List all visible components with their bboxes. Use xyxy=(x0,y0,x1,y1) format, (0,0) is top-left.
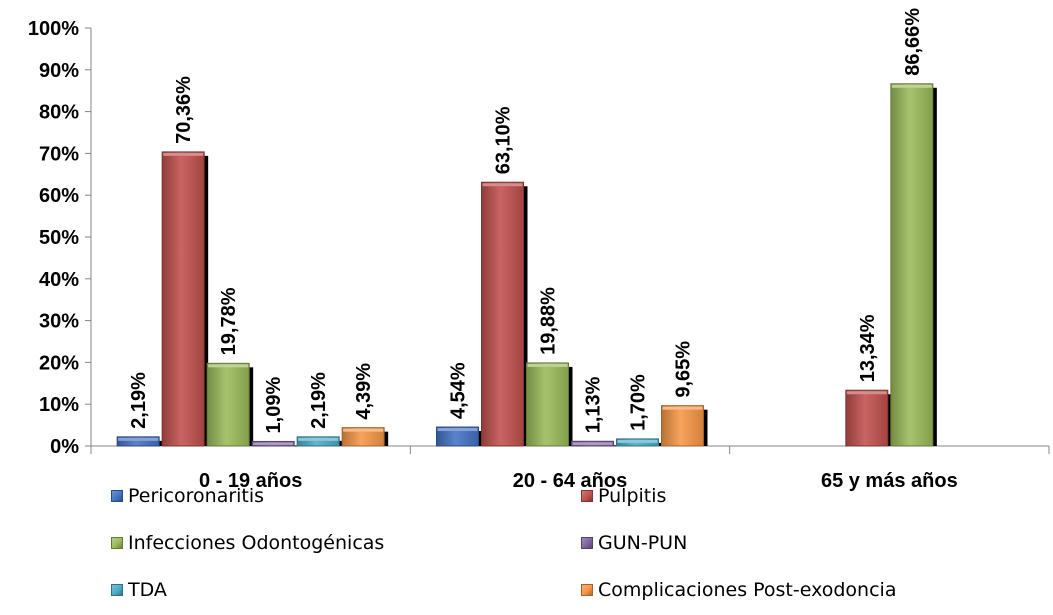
chart-data-labels: 2,19% 70,36% 19,78% 1,09% 2,19% 4,39% 4,54% 63,… xyxy=(128,8,924,434)
y-tick-label: 40% xyxy=(39,269,79,291)
data-label: 9,65% xyxy=(673,341,695,398)
bar-bevel xyxy=(298,437,339,441)
x-category-label: 65 y más años xyxy=(821,470,958,492)
bar xyxy=(206,362,250,447)
y-tick-label: 70% xyxy=(39,143,79,165)
bar-bevel xyxy=(208,364,249,368)
bar-bevel xyxy=(527,363,568,367)
bar-bevel xyxy=(482,183,523,187)
bar-bevel xyxy=(118,437,159,441)
bar xyxy=(481,181,524,447)
bar xyxy=(526,362,569,447)
chart-axes: 0% 10% 20% 30% 40% 50% 60% 70% 80% 90% 100% 0 - 19 … xyxy=(28,18,1050,492)
y-tick-label: 100% xyxy=(28,18,79,40)
bar xyxy=(845,389,889,447)
x-category-label: 20 - 64 años xyxy=(513,470,628,492)
data-label: 2,19% xyxy=(128,372,150,429)
data-label: 1,09% xyxy=(263,377,285,434)
data-label: 86,66% xyxy=(902,8,924,76)
y-tick-label: 0% xyxy=(50,436,79,458)
bar xyxy=(296,436,340,447)
bar-bevel xyxy=(343,428,384,432)
bar xyxy=(341,427,385,447)
data-label: 1,13% xyxy=(583,376,605,433)
x-category-label: 0 - 19 años xyxy=(199,470,302,492)
bar-bevel xyxy=(891,84,932,88)
bar xyxy=(161,151,205,447)
y-tick-label: 80% xyxy=(39,102,79,124)
data-label: 19,78% xyxy=(218,287,240,355)
data-label: 4,39% xyxy=(353,363,375,420)
data-label: 63,10% xyxy=(493,106,515,174)
bar xyxy=(436,426,479,447)
bar xyxy=(116,436,160,447)
data-label: 13,34% xyxy=(857,314,879,382)
bar-bevel xyxy=(846,391,887,395)
data-label: 70,36% xyxy=(173,76,195,144)
y-tick-label: 20% xyxy=(39,352,79,374)
y-tick-label: 60% xyxy=(39,185,79,207)
data-label: 19,88% xyxy=(538,287,560,355)
bar-bevel xyxy=(617,439,658,443)
bar-bevel xyxy=(662,406,703,410)
y-tick-label: 90% xyxy=(39,60,79,82)
y-tick-label: 10% xyxy=(39,394,79,416)
bar xyxy=(890,83,934,447)
bar-bevel xyxy=(253,442,294,445)
chart-bars xyxy=(116,83,937,447)
data-label: 2,19% xyxy=(308,372,330,429)
y-tick-label: 50% xyxy=(39,227,79,249)
data-label: 1,70% xyxy=(628,374,650,431)
bar xyxy=(661,405,704,447)
y-tick-label: 30% xyxy=(39,311,79,333)
bar-bevel xyxy=(572,442,613,445)
bar-bevel xyxy=(163,152,204,156)
bar-bevel xyxy=(437,428,478,432)
data-label: 4,54% xyxy=(448,362,470,419)
